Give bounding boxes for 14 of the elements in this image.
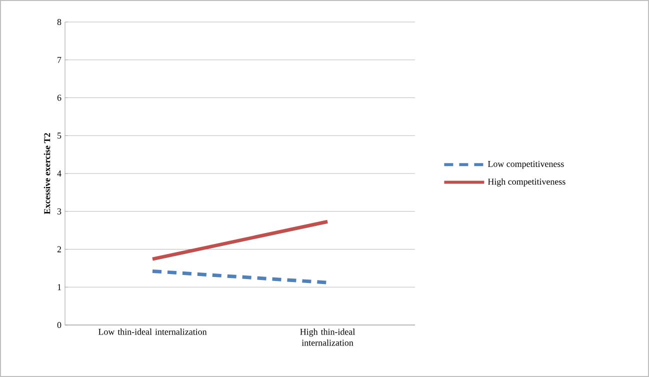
y-tick-label: 8 — [57, 18, 62, 26]
y-tick-label: 6 — [57, 94, 62, 101]
x-tick-label: Low thin-ideal internalization — [98, 328, 207, 335]
y-tick-label: 3 — [57, 208, 62, 214]
y-tick-label: 5 — [58, 132, 62, 139]
y-tick-label: 2 — [57, 246, 61, 252]
y-axis-title: Excessive exercise T2 — [44, 133, 50, 214]
legend-label: Low competitiveness — [488, 160, 564, 169]
y-tick-label: 7 — [58, 56, 62, 63]
y-tick-label: 4 — [57, 170, 62, 176]
y-tick-label: 1 — [58, 284, 61, 290]
legend-label: High competitiveness — [488, 178, 566, 187]
x-tick-label: High thin-ideal internalization — [300, 328, 355, 346]
y-tick-label: 0 — [57, 322, 62, 328]
